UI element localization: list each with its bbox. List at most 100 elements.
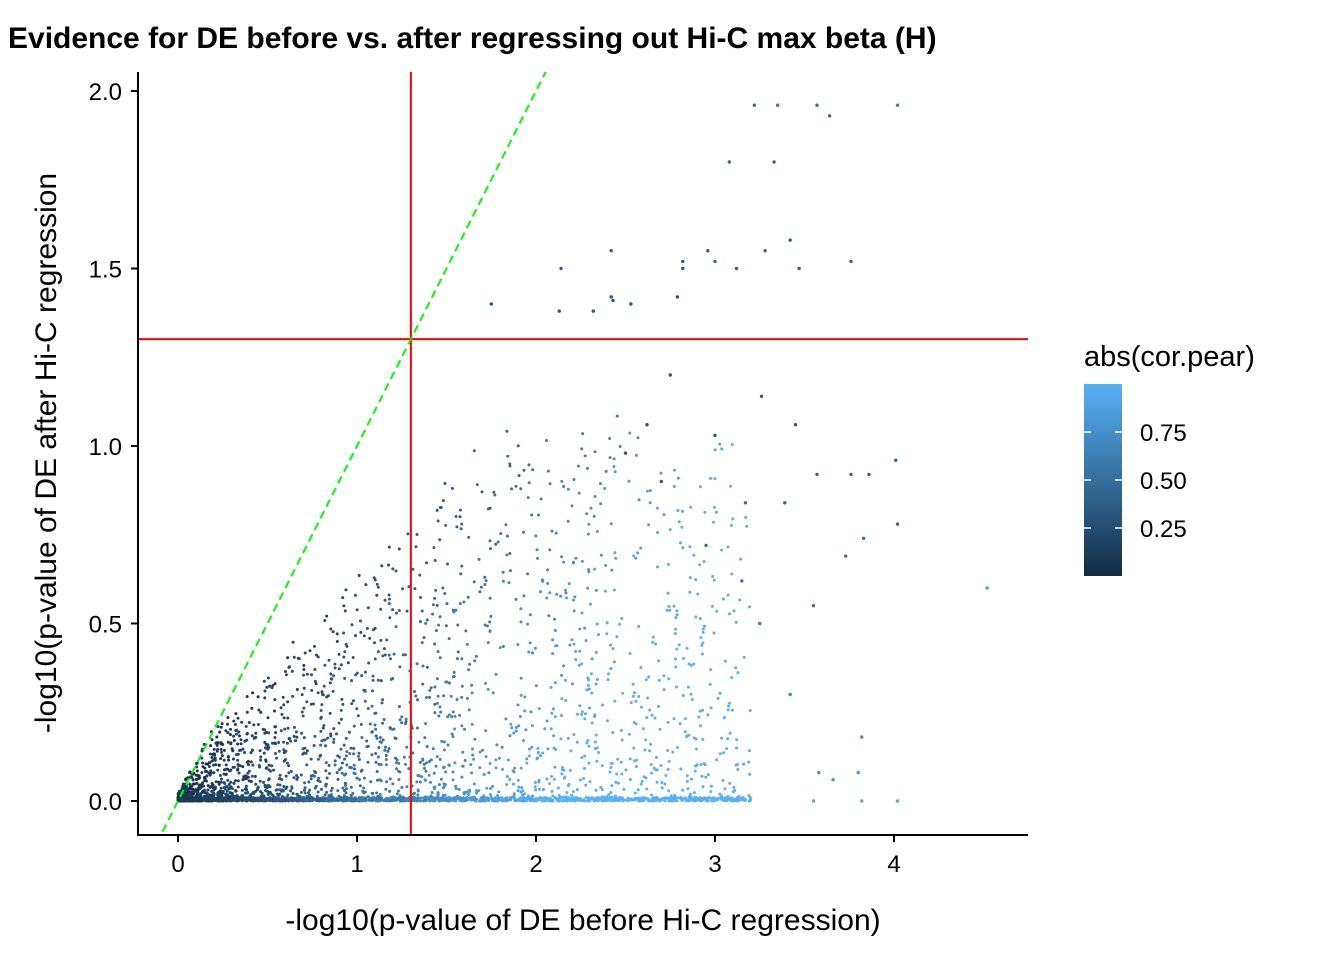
data-point <box>245 796 249 800</box>
data-point <box>394 625 398 629</box>
data-point <box>313 679 317 683</box>
data-point <box>382 647 386 651</box>
data-point <box>500 799 504 803</box>
data-point <box>234 728 238 732</box>
data-point <box>405 745 409 749</box>
data-point <box>391 608 395 612</box>
data-point <box>267 777 271 781</box>
data-point <box>734 666 738 670</box>
data-point <box>272 709 276 713</box>
data-point <box>694 747 698 751</box>
data-point <box>527 797 531 801</box>
data-point <box>614 797 618 801</box>
data-point <box>204 779 208 783</box>
data-point <box>694 578 698 582</box>
data-point <box>301 747 305 751</box>
data-point <box>609 522 613 526</box>
data-point <box>429 686 433 690</box>
data-point <box>587 570 591 574</box>
data-point <box>221 790 225 794</box>
data-point <box>612 464 616 468</box>
data-point <box>337 768 341 772</box>
data-point <box>612 660 616 664</box>
data-point <box>514 484 518 488</box>
data-point <box>355 776 359 780</box>
data-point <box>292 734 296 738</box>
data-point <box>252 792 256 796</box>
data-point <box>420 775 424 779</box>
data-point <box>460 522 464 526</box>
data-point <box>280 712 284 716</box>
data-point <box>263 785 267 789</box>
data-point <box>580 710 584 714</box>
data-point <box>644 738 648 742</box>
data-point <box>325 614 329 618</box>
data-point <box>680 525 684 529</box>
data-point <box>353 593 357 597</box>
data-point <box>425 761 429 765</box>
data-point <box>605 719 609 723</box>
data-point <box>483 575 487 579</box>
data-point <box>660 786 664 790</box>
data-point <box>252 723 256 727</box>
data-point <box>336 789 340 793</box>
data-point <box>459 527 463 531</box>
data-point <box>388 777 392 781</box>
data-point <box>747 749 751 753</box>
data-point <box>752 103 757 107</box>
data-point <box>560 673 564 677</box>
data-point <box>700 643 704 647</box>
data-point <box>709 790 713 794</box>
data-point <box>653 796 657 800</box>
data-point <box>615 414 619 418</box>
data-point <box>452 797 456 801</box>
data-point <box>308 649 312 653</box>
data-point <box>301 714 305 718</box>
data-point <box>687 662 691 666</box>
data-point <box>672 604 676 608</box>
data-point <box>273 725 277 729</box>
data-point <box>580 756 584 760</box>
data-point <box>494 766 498 770</box>
data-point <box>305 794 309 798</box>
data-point <box>618 445 622 449</box>
data-point <box>432 771 436 775</box>
data-point <box>530 724 534 728</box>
data-point <box>700 774 704 778</box>
data-point <box>205 774 209 778</box>
data-point <box>329 672 333 676</box>
data-point <box>286 700 290 704</box>
data-point <box>286 793 290 797</box>
data-point <box>435 755 439 759</box>
data-point <box>378 740 382 744</box>
data-point <box>311 702 315 706</box>
data-point <box>516 643 520 647</box>
data-point <box>811 799 816 803</box>
data-point <box>649 771 653 775</box>
data-point <box>744 515 748 519</box>
data-point <box>365 626 369 630</box>
data-point <box>593 450 597 454</box>
data-point <box>427 773 431 777</box>
data-point <box>234 753 238 757</box>
data-point <box>494 758 498 762</box>
data-point <box>545 719 549 723</box>
data-point <box>566 487 570 491</box>
data-point <box>627 798 631 802</box>
data-point <box>514 597 518 601</box>
data-point <box>398 770 402 774</box>
data-point <box>474 654 478 658</box>
data-point <box>267 783 271 787</box>
data-point <box>720 548 724 552</box>
data-point <box>546 568 550 572</box>
data-point <box>597 633 601 637</box>
data-point <box>672 717 676 721</box>
data-point <box>227 783 231 787</box>
data-point <box>488 539 492 543</box>
data-point <box>350 679 354 683</box>
data-point <box>553 715 557 719</box>
data-point <box>388 789 392 793</box>
data-point <box>706 773 710 777</box>
data-point <box>718 752 722 756</box>
data-point <box>508 777 512 781</box>
